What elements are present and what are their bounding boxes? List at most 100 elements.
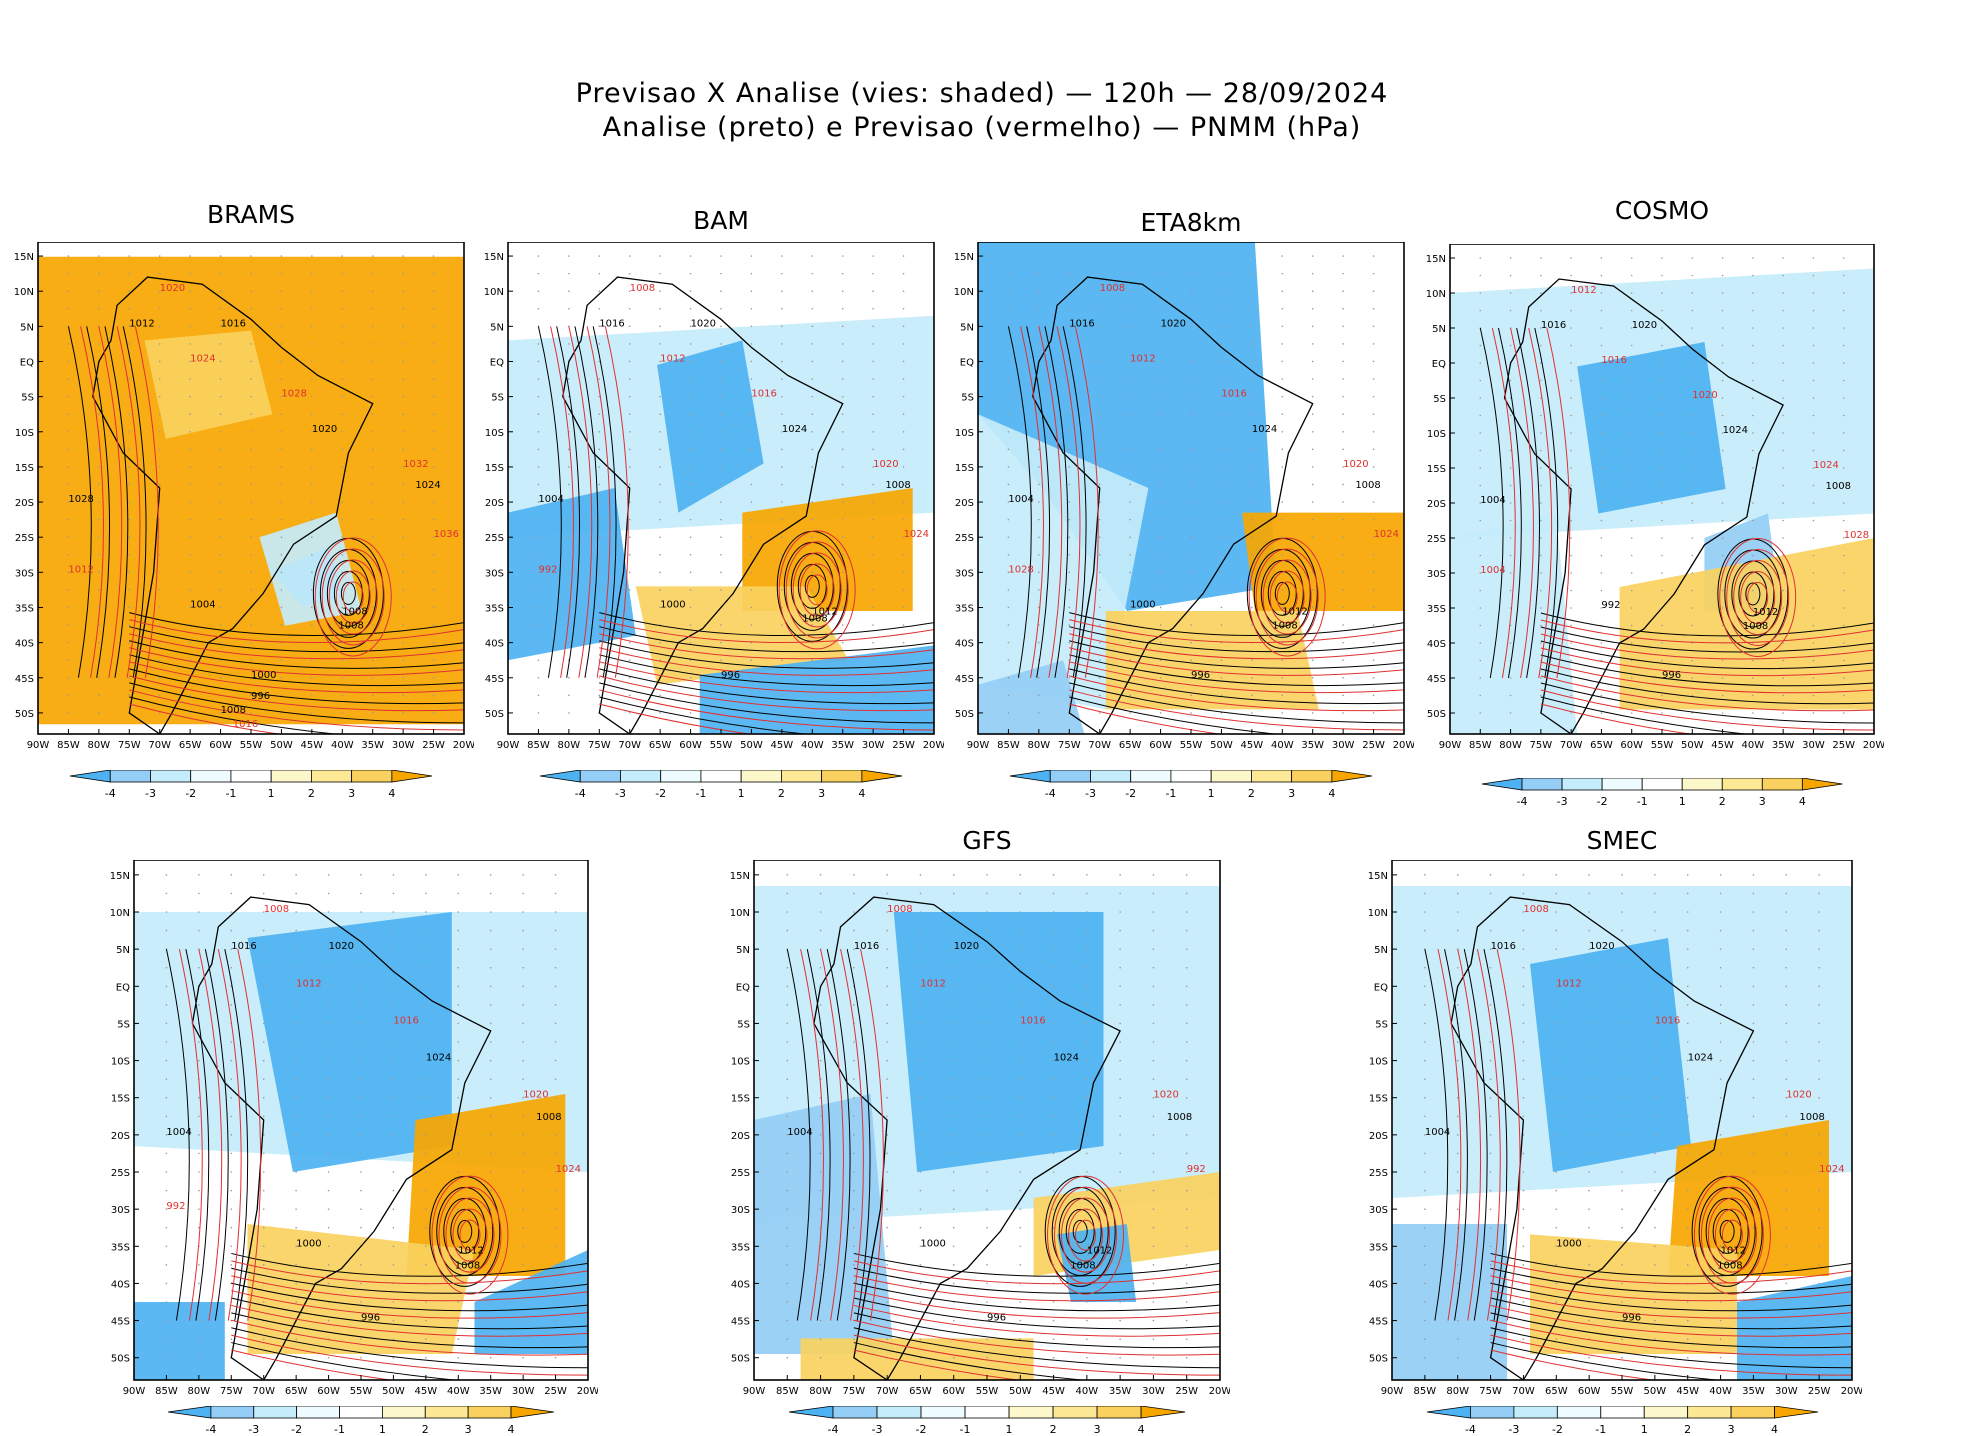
grid-dot <box>457 1096 460 1099</box>
grid-dot <box>986 892 988 895</box>
grid-dot <box>360 948 362 950</box>
grid-dot <box>819 1264 822 1266</box>
grid-dot <box>1159 659 1162 661</box>
forecast-contour-label: 1024 <box>1374 529 1399 540</box>
grid-dot <box>1752 1319 1755 1322</box>
grid-dot <box>786 1319 789 1322</box>
analysis-isobar <box>574 326 599 678</box>
forecast-contour-label: 1028 <box>1844 530 1869 541</box>
forecast-isobar <box>1490 1304 1852 1337</box>
grid-dot <box>689 518 692 521</box>
colorbar-segment <box>1521 778 1563 791</box>
grid-dot <box>1721 432 1724 434</box>
grid-dot <box>720 641 722 644</box>
grid-dot <box>280 659 283 661</box>
analysis-isobar <box>231 1282 588 1312</box>
grid-dot <box>1691 484 1694 487</box>
lon-tick-label: 35W <box>1742 1386 1765 1397</box>
grid-dot <box>1721 467 1724 469</box>
grid-dot <box>919 1004 922 1006</box>
grid-dot <box>786 1264 789 1266</box>
grid-dot <box>811 712 814 714</box>
grid-dot <box>1540 309 1542 312</box>
grid-dot <box>1372 571 1375 574</box>
analysis-isobar <box>1534 327 1559 679</box>
lon-tick-label: 65W <box>909 1386 932 1397</box>
grid-dot <box>1251 272 1253 275</box>
grid-dot <box>952 1152 955 1155</box>
lat-tick-label: 30S <box>1427 569 1446 580</box>
grid-dot <box>402 413 404 415</box>
grid-dot <box>598 307 601 310</box>
grid-dot <box>1654 1189 1656 1192</box>
lon-tick-label: 90W <box>1439 740 1462 751</box>
grid-dot <box>432 272 435 275</box>
colorbar-segment <box>1730 1406 1775 1419</box>
lat-tick-label: 40S <box>1369 1279 1388 1290</box>
grid-dot <box>522 1189 524 1192</box>
analysis-contour-label: 1004 <box>166 1127 191 1138</box>
grid-dot <box>402 343 404 345</box>
forecast-isobar <box>1069 689 1404 731</box>
grid-dot <box>872 571 874 574</box>
grid-dot <box>659 448 661 451</box>
colorbar-segment <box>1426 1406 1471 1419</box>
grid-dot <box>1068 606 1071 609</box>
grid-dot <box>371 501 374 503</box>
grid-dot <box>1190 448 1192 451</box>
analysis-isobar <box>1540 682 1874 724</box>
grid-dot <box>919 1264 922 1266</box>
grid-dot <box>1782 362 1784 364</box>
grid-dot <box>128 378 131 380</box>
grid-dot <box>1600 554 1603 557</box>
forecast-isobar <box>129 647 464 676</box>
grid-dot <box>902 307 905 310</box>
grid-dot <box>1540 292 1542 294</box>
grid-dot <box>1721 607 1724 609</box>
grid-dot <box>1038 378 1040 380</box>
lon-tick-label: 50W <box>1644 1386 1667 1397</box>
grid-dot <box>1456 1264 1459 1266</box>
grid-dot <box>432 448 435 451</box>
grid-dot <box>1098 290 1101 292</box>
analysis-contour-label: 996 <box>361 1313 380 1324</box>
grid-dot <box>786 1301 789 1303</box>
grid-dot <box>1782 432 1784 434</box>
grid-dot <box>311 430 313 433</box>
grid-dot <box>1621 1096 1623 1099</box>
analysis-isobar <box>1490 1267 1852 1294</box>
grid-dot <box>1522 929 1525 932</box>
analysis-isobar <box>450 1208 480 1254</box>
grid-dot <box>1489 929 1492 932</box>
grid-dot <box>165 1338 168 1340</box>
analysis-contour-label: 1012 <box>129 318 154 329</box>
grid-dot <box>1152 929 1155 932</box>
grid-dot <box>1719 1171 1722 1173</box>
grid-dot <box>432 483 435 486</box>
grid-dot <box>1540 467 1542 469</box>
grid-dot <box>919 1059 922 1062</box>
grid-dot <box>1522 1208 1525 1210</box>
grid-dot <box>489 1189 492 1192</box>
forecast-contour-label: 1028 <box>1008 564 1033 575</box>
grid-dot <box>1038 501 1040 503</box>
grid-dot <box>158 325 161 328</box>
forecast-isobar <box>231 1349 395 1380</box>
grid-dot <box>1654 892 1656 895</box>
grid-dot <box>537 307 540 310</box>
grid-dot <box>1782 292 1784 294</box>
colorbar-label: -1 <box>959 1423 970 1436</box>
lon-tick-label: 20W <box>1393 740 1414 751</box>
grid-dot <box>295 1189 297 1192</box>
analysis-isobar <box>853 1342 1088 1380</box>
grid-dot <box>158 307 161 310</box>
grid-dot <box>158 553 161 556</box>
grid-dot <box>1479 607 1482 609</box>
grid-dot <box>1007 343 1010 345</box>
grid-dot <box>295 966 297 969</box>
forecast-contour-label: 1012 <box>660 353 685 364</box>
lon-tick-label: 25W <box>1175 1386 1198 1397</box>
grid-dot <box>1719 1338 1722 1340</box>
grid-dot <box>98 641 100 644</box>
forecast-isobar <box>800 949 824 1321</box>
